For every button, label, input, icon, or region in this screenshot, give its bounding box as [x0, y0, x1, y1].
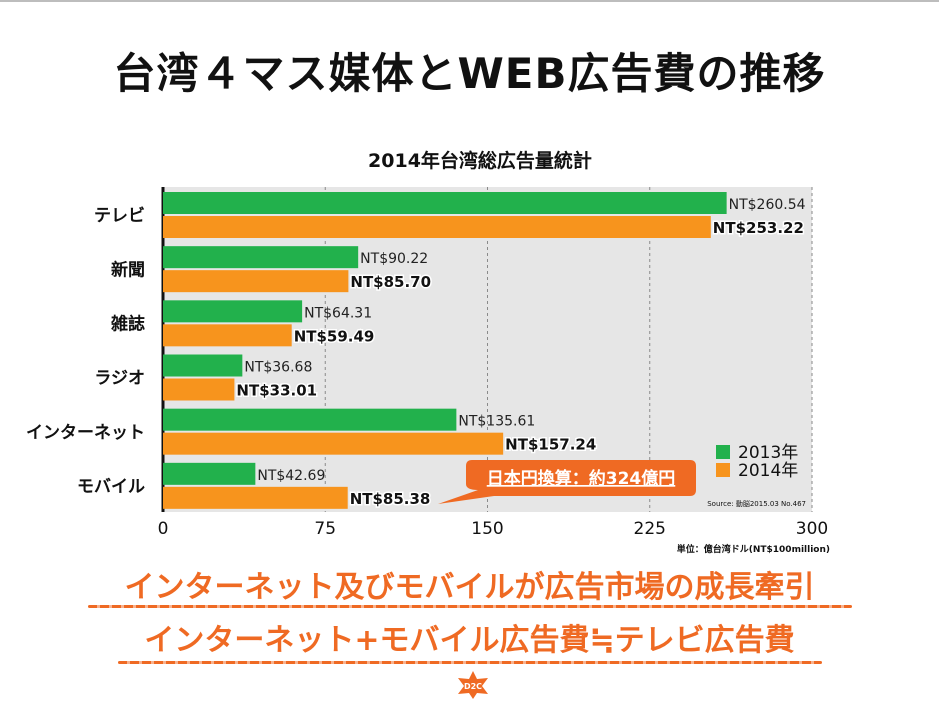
bar-2014	[163, 486, 348, 509]
x-tick-label: 225	[634, 519, 666, 539]
category-label: インターネット	[26, 423, 145, 443]
bar-2014	[163, 324, 292, 347]
x-tick-label: 75	[314, 519, 336, 539]
data-label-2014: NT$157.24	[505, 436, 596, 454]
data-label-2014: NT$59.49	[294, 327, 375, 345]
bar-2013	[163, 300, 303, 323]
bar-2014	[163, 432, 504, 455]
category-label: テレビ	[94, 206, 145, 226]
data-label-2013: NT$64.31	[304, 305, 372, 321]
data-label-2013: NT$135.61	[458, 414, 535, 430]
data-label-2013: NT$260.54	[729, 197, 806, 213]
category-label: ラジオ	[94, 369, 145, 389]
slide-title: 台湾４マス媒体とWEB広告費の推移	[113, 49, 826, 98]
bar-2014	[163, 270, 349, 293]
data-label-2014: NT$253.22	[713, 219, 804, 237]
bar-2013	[163, 354, 243, 377]
conclusion-line-2: インターネット+モバイル広告費≒テレビ広告費	[144, 623, 795, 658]
bar-2013	[163, 246, 359, 269]
callout-text: 日本円換算：約324億円	[487, 468, 676, 489]
conclusion-underline-2	[118, 661, 822, 664]
legend-label-2013: 2013年	[738, 443, 798, 463]
legend-label-2014: 2014年	[738, 461, 798, 481]
data-label-2014: NT$85.38	[350, 490, 431, 508]
callout-bubble	[438, 460, 696, 504]
chart-title: 2014年台湾総広告量統計	[368, 149, 592, 172]
bar-2013	[163, 408, 457, 431]
data-label-2014: NT$33.01	[236, 382, 317, 400]
category-label: モバイル	[77, 477, 145, 497]
legend-swatch-2013	[716, 445, 730, 459]
x-tick-label: 0	[158, 519, 169, 539]
data-label-2013: NT$36.68	[244, 360, 312, 376]
bar-2013	[163, 192, 727, 214]
x-tick-label: 150	[471, 519, 503, 539]
d2c-logo: D2C	[458, 671, 488, 699]
logo-text: D2C	[464, 682, 482, 691]
bar-2013	[163, 462, 256, 485]
bar-2014	[163, 378, 235, 401]
category-label: 雑誌	[110, 313, 145, 334]
source-note: Source: 動脳2015.03 No.467	[707, 499, 806, 508]
conclusion-line-1: インターネット及びモバイルが広告市場の成長牽引	[124, 570, 815, 605]
unit-label: 単位：億台湾ドル(NT$100million)	[677, 543, 830, 555]
legend-swatch-2014	[716, 463, 730, 477]
data-label-2014: NT$85.70	[350, 273, 431, 291]
x-tick-label: 300	[796, 519, 828, 539]
data-label-2013: NT$42.69	[257, 468, 325, 484]
data-label-2013: NT$90.22	[360, 251, 428, 267]
bar-2014	[163, 216, 711, 238]
category-label: 新聞	[111, 259, 145, 280]
conclusion-underline-1	[88, 605, 852, 608]
